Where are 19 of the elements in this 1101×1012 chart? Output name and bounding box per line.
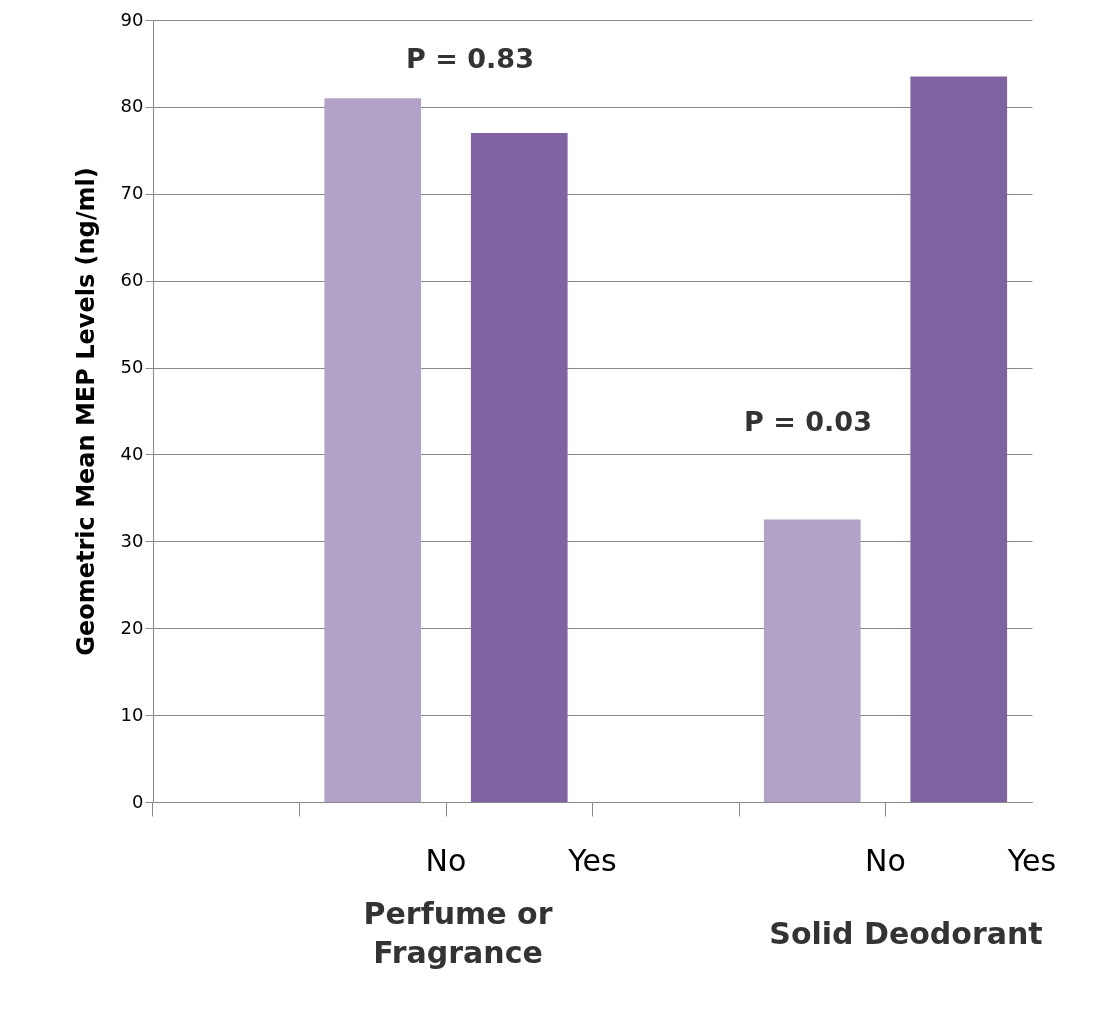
text: Perfume or Fragrance	[363, 896, 553, 970]
annotation: P = 0.83	[406, 43, 534, 74]
x-tick-label: No	[425, 842, 467, 878]
y-tick-label: 60	[120, 269, 144, 291]
y-tick-label: 90	[120, 8, 144, 30]
y-tick-label: 70	[120, 182, 144, 204]
y-tick-label: 10	[120, 703, 144, 725]
y-tick-label: 50	[120, 356, 144, 378]
y-tick-label: 40	[120, 442, 144, 464]
x-tick-label: Yes	[567, 842, 617, 878]
x-tick-label: No	[865, 842, 906, 878]
annotation: P = 0.03	[744, 406, 872, 437]
y-tick-label: 80	[120, 95, 144, 117]
y-tick-label: 30	[120, 529, 144, 551]
y-axis-title: Geometric Mean MEP Levels (ng/ml)	[71, 167, 100, 656]
text: Solid Deodorant	[769, 916, 1043, 951]
x-tick-label: Yes	[1006, 842, 1057, 878]
y-tick-label: 0	[132, 790, 144, 812]
y-tick-label: 20	[120, 616, 144, 638]
